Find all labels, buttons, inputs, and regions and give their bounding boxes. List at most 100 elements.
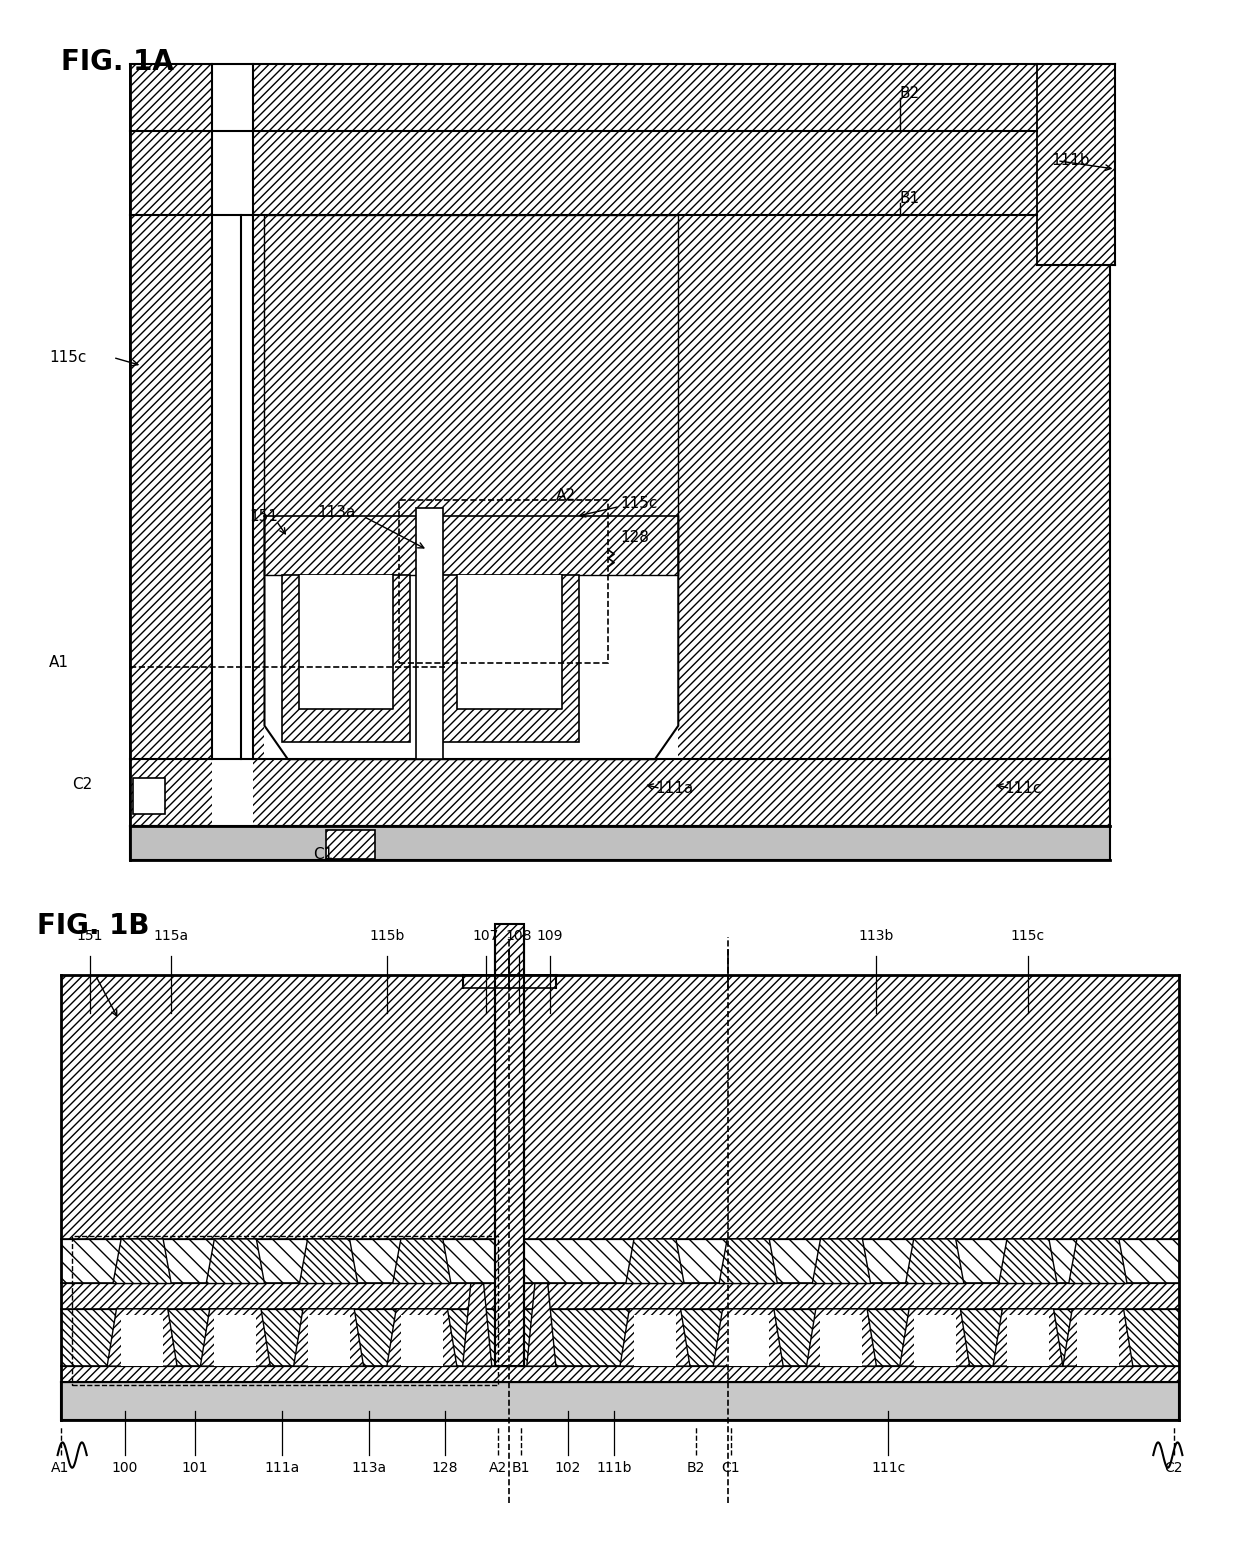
- Bar: [133, 778, 165, 814]
- Bar: [326, 831, 376, 859]
- Bar: [212, 132, 253, 215]
- Bar: [264, 215, 678, 760]
- Polygon shape: [527, 1283, 556, 1366]
- Text: 101: 101: [181, 1462, 208, 1476]
- Text: C1: C1: [312, 846, 332, 862]
- Text: 111a: 111a: [655, 781, 693, 797]
- Polygon shape: [300, 1238, 358, 1283]
- Polygon shape: [387, 1308, 456, 1366]
- Bar: [914, 1316, 956, 1366]
- Text: 109: 109: [537, 930, 563, 944]
- Text: C2: C2: [1164, 1462, 1183, 1476]
- Polygon shape: [201, 1308, 270, 1366]
- Text: 100: 100: [112, 1462, 138, 1476]
- Text: 108: 108: [506, 930, 532, 944]
- Text: 111c: 111c: [870, 1462, 905, 1476]
- Bar: [72, 1235, 497, 1386]
- Text: 115c: 115c: [48, 350, 87, 364]
- Bar: [130, 826, 1110, 860]
- Polygon shape: [113, 1238, 171, 1283]
- Text: 102: 102: [554, 1462, 580, 1476]
- Polygon shape: [905, 1238, 963, 1283]
- Bar: [212, 65, 253, 132]
- Bar: [299, 575, 393, 708]
- Polygon shape: [993, 1308, 1063, 1366]
- Text: 151: 151: [77, 930, 103, 944]
- Bar: [463, 975, 556, 987]
- Text: 113a: 113a: [352, 1462, 387, 1476]
- Text: A2: A2: [556, 488, 575, 504]
- Bar: [61, 1283, 1179, 1308]
- Bar: [61, 975, 1179, 1238]
- Bar: [241, 215, 1110, 760]
- Bar: [401, 1316, 443, 1366]
- Text: 115c: 115c: [1011, 930, 1045, 944]
- Bar: [634, 1316, 676, 1366]
- Text: B1: B1: [512, 1462, 531, 1476]
- Polygon shape: [806, 1308, 877, 1366]
- Bar: [308, 1316, 350, 1366]
- Text: 128: 128: [620, 530, 649, 546]
- Text: 113b: 113b: [859, 930, 894, 944]
- Text: A1: A1: [48, 656, 69, 671]
- Polygon shape: [206, 1238, 264, 1283]
- Polygon shape: [620, 1308, 689, 1366]
- Bar: [398, 499, 609, 663]
- Text: 111a: 111a: [264, 1462, 300, 1476]
- Text: C2: C2: [72, 777, 93, 792]
- Bar: [281, 575, 410, 742]
- Bar: [1076, 1316, 1118, 1366]
- Text: A2: A2: [489, 1462, 507, 1476]
- Bar: [215, 1316, 257, 1366]
- Bar: [212, 215, 253, 760]
- Polygon shape: [713, 1308, 784, 1366]
- Bar: [498, 924, 521, 1366]
- Bar: [61, 1383, 1179, 1420]
- Text: 151: 151: [249, 508, 278, 524]
- Polygon shape: [1069, 1238, 1127, 1283]
- Polygon shape: [393, 1238, 451, 1283]
- Bar: [415, 508, 443, 760]
- Text: 113a: 113a: [317, 505, 356, 519]
- Bar: [130, 132, 241, 826]
- Text: 111b: 111b: [596, 1462, 632, 1476]
- Bar: [130, 132, 1110, 215]
- Bar: [1038, 65, 1115, 265]
- Bar: [212, 132, 253, 826]
- Bar: [264, 215, 678, 575]
- Bar: [439, 575, 579, 742]
- Text: 115a: 115a: [154, 930, 188, 944]
- Polygon shape: [1063, 1308, 1133, 1366]
- Polygon shape: [812, 1238, 870, 1283]
- Bar: [821, 1316, 863, 1366]
- Bar: [241, 760, 1110, 826]
- Text: A1: A1: [51, 1462, 69, 1476]
- Bar: [122, 1316, 164, 1366]
- Bar: [61, 1308, 1179, 1366]
- Polygon shape: [999, 1238, 1056, 1283]
- Polygon shape: [107, 1308, 177, 1366]
- Text: C1: C1: [722, 1462, 740, 1476]
- Bar: [456, 575, 562, 708]
- Polygon shape: [719, 1238, 777, 1283]
- Text: 107: 107: [472, 930, 500, 944]
- Text: 111c: 111c: [1004, 781, 1042, 797]
- Bar: [61, 1366, 1179, 1383]
- Polygon shape: [294, 1308, 363, 1366]
- Bar: [1007, 1316, 1049, 1366]
- Bar: [264, 516, 678, 760]
- Bar: [61, 1238, 1179, 1283]
- Text: B1: B1: [900, 191, 920, 206]
- Polygon shape: [626, 1238, 684, 1283]
- Text: 115c: 115c: [620, 496, 657, 512]
- Polygon shape: [463, 1283, 492, 1366]
- Polygon shape: [900, 1308, 970, 1366]
- Bar: [727, 1316, 769, 1366]
- Text: FIG. 1B: FIG. 1B: [37, 911, 150, 939]
- Text: 111b: 111b: [1052, 153, 1090, 169]
- Text: FIG. 1A: FIG. 1A: [61, 48, 174, 76]
- Text: 115b: 115b: [370, 930, 404, 944]
- Bar: [495, 924, 523, 1366]
- Bar: [264, 215, 678, 575]
- Text: B2: B2: [687, 1462, 706, 1476]
